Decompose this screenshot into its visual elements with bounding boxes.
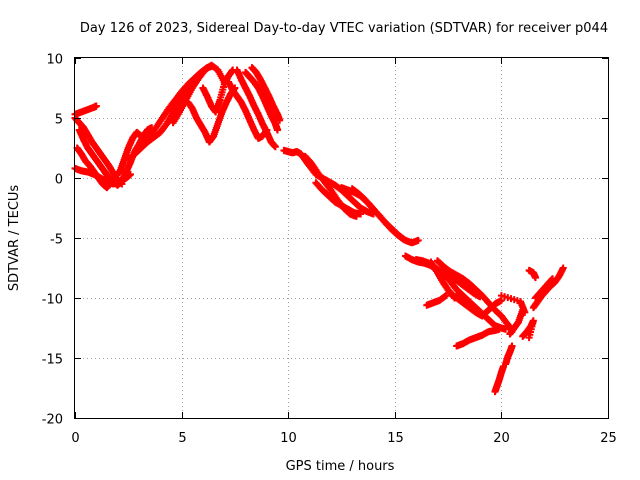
series-arc10 [199, 66, 237, 116]
data-point [442, 292, 450, 300]
y-tick-label: -5 [50, 233, 63, 248]
y-axis-label: SDTVAR / TECUs [7, 185, 22, 292]
data-point [271, 143, 279, 151]
series-arc13 [242, 68, 282, 134]
series-arc19 [348, 185, 407, 243]
x-tick-label: 15 [387, 431, 404, 446]
data-point [399, 235, 407, 243]
x-tick-label: 5 [178, 431, 186, 446]
series-arc4 [71, 102, 100, 118]
data-point [559, 264, 567, 272]
data-points [71, 61, 567, 396]
plot-frame [74, 57, 609, 419]
series-arc25 [438, 265, 484, 301]
x-tick-labels: 0 5 10 15 20 25 [71, 431, 616, 446]
y-tick-label: 10 [46, 53, 63, 68]
y-tick-label: -10 [42, 293, 63, 308]
series-arc9 [184, 84, 239, 146]
y-tick-label: 5 [55, 113, 63, 128]
data-point [414, 236, 422, 244]
series-arc11 [225, 78, 271, 142]
series-arc23 [423, 292, 450, 309]
series-arc32 [532, 275, 557, 302]
x-tick-label: 0 [71, 431, 79, 446]
data-point [508, 342, 516, 350]
data-point [525, 334, 533, 342]
x-tick-label: 20 [493, 431, 510, 446]
series-arc14 [248, 64, 284, 124]
data-point [476, 293, 484, 301]
data-point [274, 126, 282, 134]
y-tick-label: -20 [42, 413, 63, 428]
data-point [532, 274, 540, 282]
x-tick-label: 25 [600, 431, 617, 446]
data-point [495, 325, 503, 333]
data-point [521, 308, 529, 316]
series-arc12 [233, 66, 279, 151]
series-arc34 [497, 292, 529, 316]
series-arc30 [519, 317, 537, 342]
axis-ticks [75, 58, 609, 419]
chart-title: Day 126 of 2023, Sidereal Day-to-day VTE… [80, 21, 608, 36]
data-point [549, 275, 557, 283]
series-arc33 [525, 266, 540, 282]
y-tick-labels: -20 -15 -10 -5 0 5 10 [42, 53, 63, 428]
series-arc26 [453, 325, 503, 350]
y-tick-label: -15 [42, 353, 63, 368]
series-arc28 [502, 342, 516, 368]
series-arc20 [401, 252, 510, 333]
series-arc5 [75, 124, 156, 189]
grid [75, 58, 608, 418]
data-point [276, 116, 284, 124]
data-point [357, 210, 365, 218]
series-arc27 [491, 362, 508, 396]
series-arc29 [506, 306, 527, 338]
data-point [92, 102, 100, 110]
x-axis-label: GPS time / hours [286, 459, 395, 474]
y-tick-label: 0 [55, 173, 63, 188]
x-tick-label: 10 [280, 431, 297, 446]
series-arc17 [312, 179, 365, 218]
